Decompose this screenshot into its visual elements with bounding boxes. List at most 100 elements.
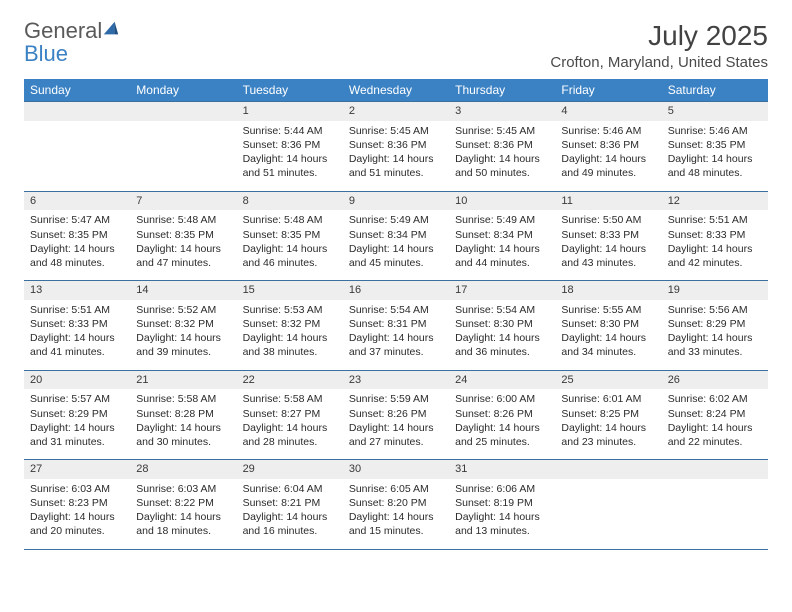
day-number-cell: 29 bbox=[237, 460, 343, 479]
location: Crofton, Maryland, United States bbox=[550, 54, 768, 71]
day-number-cell: 28 bbox=[130, 460, 236, 479]
day-data-cell: Sunrise: 5:45 AMSunset: 8:36 PMDaylight:… bbox=[449, 121, 555, 191]
day-data-cell bbox=[24, 121, 130, 191]
day-number-cell: 30 bbox=[343, 460, 449, 479]
day-number-cell bbox=[130, 102, 236, 121]
day-number-cell: 18 bbox=[555, 281, 661, 300]
daylight-text: Daylight: 14 hours and 47 minutes. bbox=[136, 242, 230, 270]
day-number-cell: 25 bbox=[555, 370, 661, 389]
header: General Blue July 2025 Crofton, Maryland… bbox=[24, 20, 768, 71]
day-number-cell: 9 bbox=[343, 191, 449, 210]
daylight-text: Daylight: 14 hours and 51 minutes. bbox=[349, 152, 443, 180]
sunrise-text: Sunrise: 5:48 AM bbox=[243, 213, 337, 227]
day-number-cell: 22 bbox=[237, 370, 343, 389]
day-number-cell: 19 bbox=[662, 281, 768, 300]
sunset-text: Sunset: 8:19 PM bbox=[455, 496, 549, 510]
day-number-cell: 15 bbox=[237, 281, 343, 300]
day-number-cell: 16 bbox=[343, 281, 449, 300]
day-header: Wednesday bbox=[343, 79, 449, 102]
day-number-cell: 27 bbox=[24, 460, 130, 479]
sunrise-text: Sunrise: 5:52 AM bbox=[136, 303, 230, 317]
day-data-cell: Sunrise: 5:58 AMSunset: 8:27 PMDaylight:… bbox=[237, 389, 343, 459]
day-number-cell: 26 bbox=[662, 370, 768, 389]
day-data-row: Sunrise: 5:44 AMSunset: 8:36 PMDaylight:… bbox=[24, 121, 768, 191]
day-data-cell: Sunrise: 6:00 AMSunset: 8:26 PMDaylight:… bbox=[449, 389, 555, 459]
sunrise-text: Sunrise: 5:58 AM bbox=[243, 392, 337, 406]
day-header: Tuesday bbox=[237, 79, 343, 102]
sunset-text: Sunset: 8:24 PM bbox=[668, 407, 762, 421]
day-data-cell: Sunrise: 5:45 AMSunset: 8:36 PMDaylight:… bbox=[343, 121, 449, 191]
day-number-cell: 20 bbox=[24, 370, 130, 389]
daylight-text: Daylight: 14 hours and 23 minutes. bbox=[561, 421, 655, 449]
sunrise-text: Sunrise: 6:02 AM bbox=[668, 392, 762, 406]
calendar-table: Sunday Monday Tuesday Wednesday Thursday… bbox=[24, 79, 768, 550]
sunrise-text: Sunrise: 5:49 AM bbox=[455, 213, 549, 227]
sunrise-text: Sunrise: 6:00 AM bbox=[455, 392, 549, 406]
day-number-cell: 3 bbox=[449, 102, 555, 121]
day-data-row: Sunrise: 5:57 AMSunset: 8:29 PMDaylight:… bbox=[24, 389, 768, 459]
daylight-text: Daylight: 14 hours and 34 minutes. bbox=[561, 331, 655, 359]
day-number-cell: 21 bbox=[130, 370, 236, 389]
sunset-text: Sunset: 8:34 PM bbox=[455, 228, 549, 242]
day-number-cell: 17 bbox=[449, 281, 555, 300]
daylight-text: Daylight: 14 hours and 28 minutes. bbox=[243, 421, 337, 449]
sunset-text: Sunset: 8:36 PM bbox=[561, 138, 655, 152]
day-data-cell: Sunrise: 6:03 AMSunset: 8:22 PMDaylight:… bbox=[130, 479, 236, 549]
sunrise-text: Sunrise: 5:50 AM bbox=[561, 213, 655, 227]
day-number-cell: 23 bbox=[343, 370, 449, 389]
day-number-cell: 10 bbox=[449, 191, 555, 210]
daylight-text: Daylight: 14 hours and 41 minutes. bbox=[30, 331, 124, 359]
day-data-cell: Sunrise: 6:06 AMSunset: 8:19 PMDaylight:… bbox=[449, 479, 555, 549]
sunset-text: Sunset: 8:30 PM bbox=[455, 317, 549, 331]
sunset-text: Sunset: 8:35 PM bbox=[136, 228, 230, 242]
daylight-text: Daylight: 14 hours and 31 minutes. bbox=[30, 421, 124, 449]
daylight-text: Daylight: 14 hours and 48 minutes. bbox=[668, 152, 762, 180]
day-number-row: 12345 bbox=[24, 102, 768, 121]
day-data-cell: Sunrise: 6:01 AMSunset: 8:25 PMDaylight:… bbox=[555, 389, 661, 459]
day-number-cell: 24 bbox=[449, 370, 555, 389]
daylight-text: Daylight: 14 hours and 30 minutes. bbox=[136, 421, 230, 449]
sunset-text: Sunset: 8:36 PM bbox=[349, 138, 443, 152]
day-data-cell: Sunrise: 5:46 AMSunset: 8:35 PMDaylight:… bbox=[662, 121, 768, 191]
day-data-row: Sunrise: 6:03 AMSunset: 8:23 PMDaylight:… bbox=[24, 479, 768, 549]
sunrise-text: Sunrise: 5:46 AM bbox=[561, 124, 655, 138]
daylight-text: Daylight: 14 hours and 18 minutes. bbox=[136, 510, 230, 538]
sunset-text: Sunset: 8:28 PM bbox=[136, 407, 230, 421]
sunrise-text: Sunrise: 5:56 AM bbox=[668, 303, 762, 317]
sunrise-text: Sunrise: 5:46 AM bbox=[668, 124, 762, 138]
day-header: Monday bbox=[130, 79, 236, 102]
sunset-text: Sunset: 8:36 PM bbox=[243, 138, 337, 152]
daylight-text: Daylight: 14 hours and 44 minutes. bbox=[455, 242, 549, 270]
daylight-text: Daylight: 14 hours and 22 minutes. bbox=[668, 421, 762, 449]
day-number-cell: 13 bbox=[24, 281, 130, 300]
day-data-cell: Sunrise: 5:51 AMSunset: 8:33 PMDaylight:… bbox=[662, 210, 768, 280]
daylight-text: Daylight: 14 hours and 42 minutes. bbox=[668, 242, 762, 270]
day-number-cell bbox=[555, 460, 661, 479]
logo-word-general: General bbox=[24, 18, 102, 43]
day-data-cell: Sunrise: 6:03 AMSunset: 8:23 PMDaylight:… bbox=[24, 479, 130, 549]
daylight-text: Daylight: 14 hours and 16 minutes. bbox=[243, 510, 337, 538]
sunset-text: Sunset: 8:32 PM bbox=[136, 317, 230, 331]
day-data-cell: Sunrise: 6:02 AMSunset: 8:24 PMDaylight:… bbox=[662, 389, 768, 459]
day-number-cell: 1 bbox=[237, 102, 343, 121]
sunrise-text: Sunrise: 5:51 AM bbox=[668, 213, 762, 227]
day-number-cell: 11 bbox=[555, 191, 661, 210]
sunrise-text: Sunrise: 5:58 AM bbox=[136, 392, 230, 406]
daylight-text: Daylight: 14 hours and 38 minutes. bbox=[243, 331, 337, 359]
day-data-cell bbox=[662, 479, 768, 549]
day-data-cell: Sunrise: 5:49 AMSunset: 8:34 PMDaylight:… bbox=[449, 210, 555, 280]
sunrise-text: Sunrise: 5:47 AM bbox=[30, 213, 124, 227]
sunrise-text: Sunrise: 5:45 AM bbox=[349, 124, 443, 138]
daylight-text: Daylight: 14 hours and 36 minutes. bbox=[455, 331, 549, 359]
day-data-cell: Sunrise: 5:46 AMSunset: 8:36 PMDaylight:… bbox=[555, 121, 661, 191]
day-data-cell: Sunrise: 5:54 AMSunset: 8:30 PMDaylight:… bbox=[449, 300, 555, 370]
logo-word-blue: Blue bbox=[24, 41, 68, 66]
daylight-text: Daylight: 14 hours and 13 minutes. bbox=[455, 510, 549, 538]
day-number-cell bbox=[24, 102, 130, 121]
sunset-text: Sunset: 8:36 PM bbox=[455, 138, 549, 152]
day-header: Thursday bbox=[449, 79, 555, 102]
sunset-text: Sunset: 8:26 PM bbox=[455, 407, 549, 421]
daylight-text: Daylight: 14 hours and 51 minutes. bbox=[243, 152, 337, 180]
title-block: July 2025 Crofton, Maryland, United Stat… bbox=[550, 20, 768, 71]
day-data-cell: Sunrise: 6:05 AMSunset: 8:20 PMDaylight:… bbox=[343, 479, 449, 549]
